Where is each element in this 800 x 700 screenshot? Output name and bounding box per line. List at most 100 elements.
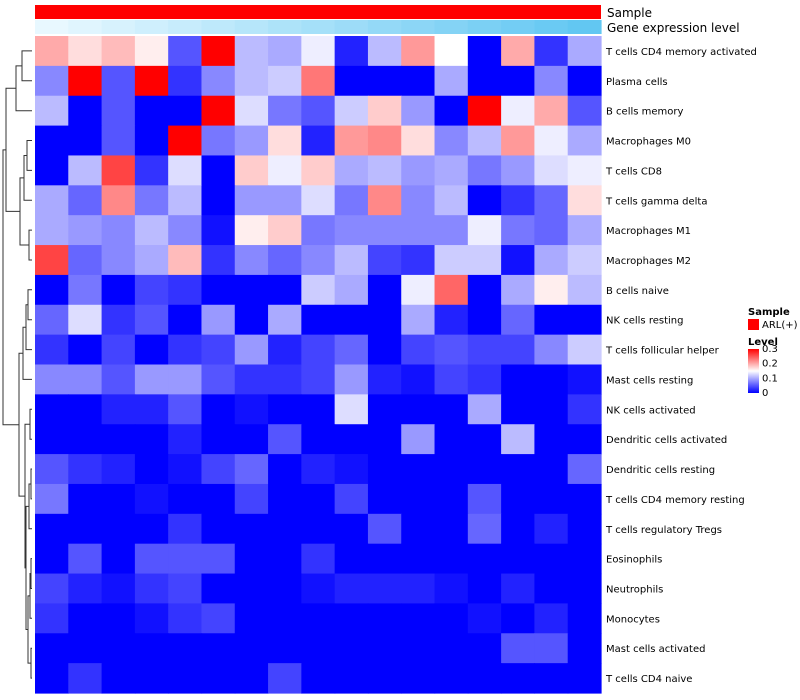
heatmap-cell <box>534 513 569 545</box>
heatmap-cell <box>401 155 436 186</box>
row-label: B cells memory <box>606 107 683 118</box>
heatmap-cell <box>35 513 69 545</box>
row-labels: T cells CD4 memory activated Plasma cells… <box>605 47 757 685</box>
heatmap-cell <box>268 603 302 634</box>
heatmap-cell <box>334 155 369 186</box>
heatmap-cell <box>268 663 302 694</box>
heatmap-cell <box>201 215 236 246</box>
heatmap-cell <box>35 454 69 485</box>
heatmap-cell <box>401 245 436 276</box>
heatmap-cell <box>101 185 136 216</box>
heatmap-cell <box>301 95 336 127</box>
heatmap-cell <box>268 36 302 67</box>
heatmap-cell <box>501 245 536 276</box>
heatmap-cell <box>367 304 402 336</box>
heatmap-cell <box>134 215 169 246</box>
heatmap-cell <box>35 543 69 575</box>
legend-tick-label: 0.3 <box>762 344 778 355</box>
heatmap-cell <box>334 185 369 216</box>
heatmap-cell <box>467 543 502 575</box>
heatmap-cell <box>467 364 502 395</box>
heatmap-cell <box>201 633 236 664</box>
heatmap-cell <box>301 663 336 694</box>
heatmap-cell <box>268 65 302 97</box>
heatmap-cell <box>501 663 536 694</box>
heatmap-cell <box>234 95 269 127</box>
heatmap-cell <box>334 663 369 694</box>
heatmap-cell <box>467 633 502 664</box>
heatmap-cell <box>334 543 369 575</box>
gene-expression-annotation-cell <box>567 20 602 34</box>
heatmap-cell <box>268 483 302 515</box>
heatmap-cell <box>534 633 569 664</box>
heatmap-cell <box>134 364 169 395</box>
heatmap-cell <box>367 573 402 605</box>
heatmap-cell <box>168 633 203 664</box>
heatmap-cell <box>68 125 103 157</box>
row-label: Macrophages M2 <box>606 256 691 267</box>
heatmap-cell <box>35 364 69 395</box>
heatmap-cell <box>101 603 136 634</box>
heatmap-cell <box>567 155 602 186</box>
row-label: T cells follicular helper <box>605 346 720 357</box>
heatmap-cell <box>501 65 536 97</box>
heatmap-cell <box>268 633 302 664</box>
row-label: T cells CD4 memory activated <box>605 47 757 58</box>
heatmap-cell <box>134 663 169 694</box>
heatmap-cell <box>334 513 369 545</box>
heatmap-cell <box>534 125 569 157</box>
legend-level-colorbar <box>748 349 759 393</box>
heatmap-cell <box>68 454 103 485</box>
heatmap-cell <box>367 185 402 216</box>
row-label: T cells CD4 memory resting <box>605 495 745 506</box>
heatmap-cell <box>168 364 203 395</box>
heatmap-cell <box>35 36 69 67</box>
heatmap-cell <box>501 215 536 246</box>
heatmap-cell <box>234 36 269 67</box>
heatmap-cell <box>134 424 169 455</box>
heatmap-cell <box>168 603 203 634</box>
row-label: Mast cells activated <box>606 644 705 655</box>
legend-sample-swatch <box>748 319 759 330</box>
heatmap-cell <box>567 424 602 455</box>
heatmap-cell <box>534 304 569 336</box>
heatmap-cell <box>534 274 569 306</box>
heatmap-cell <box>68 483 103 515</box>
dendrogram-branch <box>2 149 19 426</box>
heatmap-cell <box>467 454 502 485</box>
heatmap-cell <box>234 245 269 276</box>
heatmap-cell <box>35 663 69 694</box>
heatmap-cell <box>401 185 436 216</box>
heatmap-cell <box>434 663 469 694</box>
heatmap-cell <box>134 573 169 605</box>
row-dendrogram <box>2 50 32 679</box>
heatmap-cell <box>201 513 236 545</box>
heatmap-cell <box>334 334 369 366</box>
heatmap-cell <box>534 394 569 425</box>
legend: Sample ARL(+) Level 0.3 0.2 0.1 0 <box>748 307 798 399</box>
heatmap-cell <box>201 334 236 366</box>
heatmap-cell <box>68 304 103 336</box>
heatmap-cell <box>434 573 469 605</box>
heatmap-cell <box>501 424 536 455</box>
heatmap-cell <box>168 215 203 246</box>
heatmap-cell <box>35 95 69 127</box>
heatmap-cell <box>434 513 469 545</box>
heatmap-cell <box>367 36 402 67</box>
heatmap-cell <box>268 95 302 127</box>
row-label: Monocytes <box>606 614 660 625</box>
heatmap-cell <box>301 65 336 97</box>
heatmap-cell <box>467 95 502 127</box>
row-label: Dendritic cells activated <box>606 435 727 446</box>
heatmap-cell <box>101 663 136 694</box>
heatmap-cell <box>134 633 169 664</box>
heatmap-cell <box>168 424 203 455</box>
heatmap-cell <box>168 36 203 67</box>
heatmap-cell <box>401 513 436 545</box>
heatmap-cell <box>467 603 502 634</box>
heatmap-cell <box>35 633 69 664</box>
heatmap-cell <box>35 155 69 186</box>
heatmap-cell <box>201 573 236 605</box>
heatmap-cell <box>268 394 302 425</box>
heatmap-cell <box>401 543 436 575</box>
